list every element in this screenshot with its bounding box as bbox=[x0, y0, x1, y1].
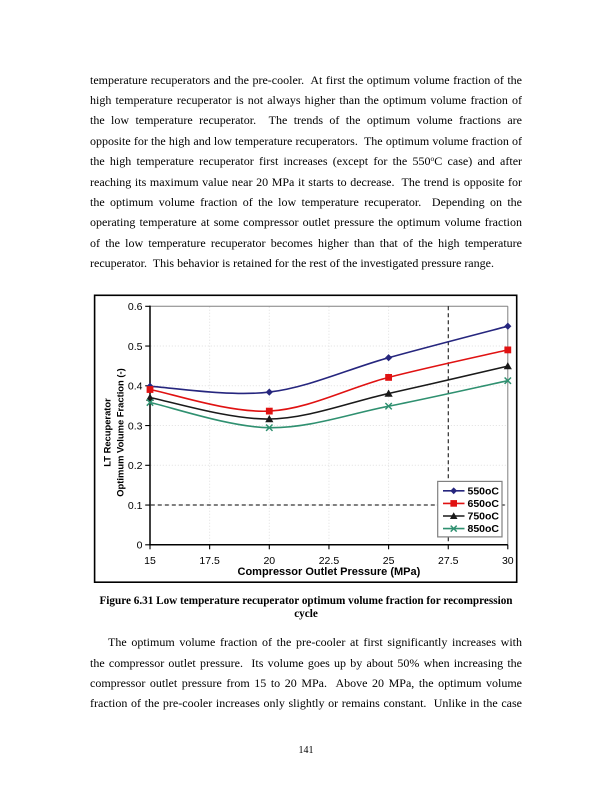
svg-text:22.5: 22.5 bbox=[319, 555, 340, 567]
svg-text:750oC: 750oC bbox=[468, 511, 500, 523]
svg-text:0.2: 0.2 bbox=[128, 460, 143, 472]
svg-text:Compressor Outlet Pressure (MP: Compressor Outlet Pressure (MPa) bbox=[238, 566, 421, 578]
svg-text:650oC: 650oC bbox=[468, 498, 500, 510]
svg-text:0.5: 0.5 bbox=[128, 341, 143, 353]
svg-text:20: 20 bbox=[263, 555, 275, 567]
svg-text:0.4: 0.4 bbox=[128, 381, 143, 393]
svg-text:0.6: 0.6 bbox=[128, 301, 143, 313]
svg-text:30: 30 bbox=[502, 555, 514, 567]
svg-text:Optimum Volume Fraction (-): Optimum Volume Fraction (-) bbox=[115, 368, 126, 496]
svg-text:LT Recuperator: LT Recuperator bbox=[102, 398, 113, 467]
svg-text:27.5: 27.5 bbox=[438, 555, 459, 567]
svg-text:0.3: 0.3 bbox=[128, 420, 143, 432]
svg-text:15: 15 bbox=[144, 555, 156, 567]
svg-text:0.1: 0.1 bbox=[128, 500, 143, 512]
svg-text:850oC: 850oC bbox=[468, 523, 500, 535]
svg-text:550oC: 550oC bbox=[468, 485, 500, 497]
svg-text:25: 25 bbox=[383, 555, 395, 567]
svg-text:0: 0 bbox=[137, 540, 143, 552]
svg-text:17.5: 17.5 bbox=[199, 555, 220, 567]
